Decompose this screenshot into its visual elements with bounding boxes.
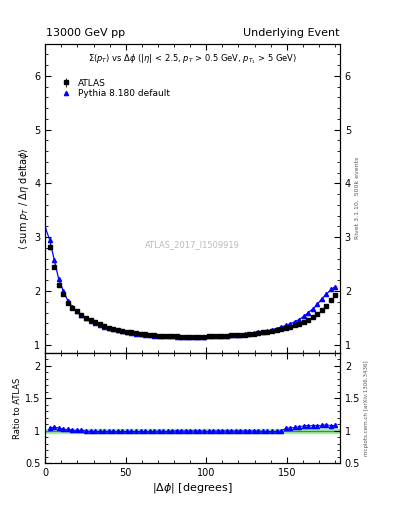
- Line: Pythia 8.180 default: Pythia 8.180 default: [48, 238, 337, 339]
- Text: ATLAS_2017_I1509919: ATLAS_2017_I1509919: [145, 240, 240, 249]
- Pythia 8.180 default: [233, 332, 238, 338]
- Text: 13000 GeV pp: 13000 GeV pp: [46, 28, 125, 38]
- Y-axis label: $\langle$ sum $p_T$ / $\Delta\eta$ delta$\phi\rangle$: $\langle$ sum $p_T$ / $\Delta\eta$ delta…: [17, 147, 31, 250]
- Pythia 8.180 default: [238, 331, 242, 337]
- X-axis label: $|\Delta\phi|$ [degrees]: $|\Delta\phi|$ [degrees]: [152, 481, 233, 495]
- Legend: ATLAS, Pythia 8.180 default: ATLAS, Pythia 8.180 default: [55, 76, 173, 101]
- Pythia 8.180 default: [174, 334, 179, 340]
- Y-axis label: mcplots.cern.ch [arXiv:1306.3436]: mcplots.cern.ch [arXiv:1306.3436]: [364, 360, 369, 456]
- Y-axis label: Ratio to ATLAS: Ratio to ATLAS: [13, 377, 22, 439]
- Pythia 8.180 default: [84, 315, 88, 321]
- Y-axis label: Rivet 3.1.10,  500k events: Rivet 3.1.10, 500k events: [355, 157, 360, 240]
- Pythia 8.180 default: [193, 334, 197, 340]
- Text: $\Sigma(p_T)$ vs $\Delta\phi$ ($|\eta|$ < 2.5, $p_T$ > 0.5 GeV, $p_{T_1}$ > 5 Ge: $\Sigma(p_T)$ vs $\Delta\phi$ ($|\eta|$ …: [88, 53, 297, 67]
- Pythia 8.180 default: [165, 333, 170, 339]
- Text: Underlying Event: Underlying Event: [242, 28, 339, 38]
- Bar: [45, 429, 340, 433]
- Pythia 8.180 default: [211, 333, 215, 339]
- Pythia 8.180 default: [333, 284, 338, 290]
- Pythia 8.180 default: [47, 237, 52, 243]
